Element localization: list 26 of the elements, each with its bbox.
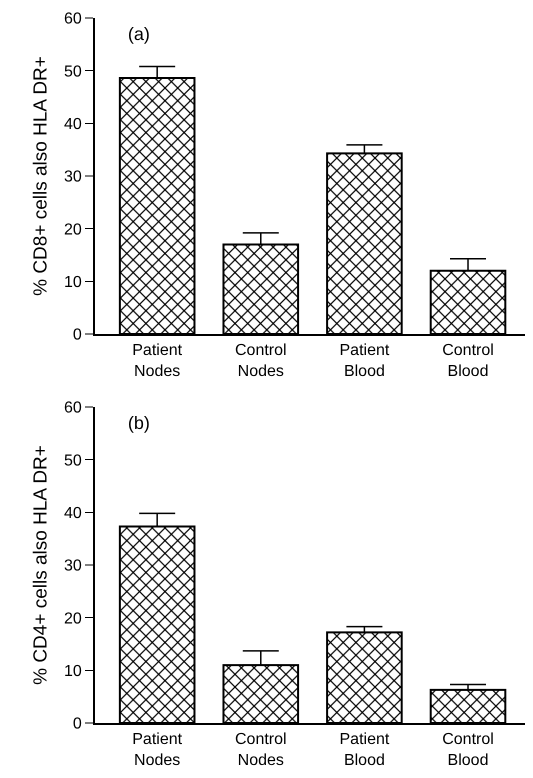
- y-tick-label: 40: [64, 116, 82, 133]
- chart-title: (b): [128, 412, 150, 433]
- x-tick-label: Patient Nodes: [132, 731, 183, 769]
- x-tick-label: Control Blood: [442, 731, 494, 769]
- y-tick-label: 20: [64, 221, 82, 238]
- y-tick-label: 50: [64, 63, 82, 80]
- y-tick-label: 0: [72, 326, 82, 344]
- y-tick-label: 20: [64, 610, 82, 628]
- y-tick-label: 40: [64, 504, 82, 522]
- y-tick-label: 50: [64, 452, 82, 470]
- x-tick-label: Patient Blood: [339, 342, 390, 380]
- y-tick-label: 30: [64, 168, 82, 186]
- y-tick-label: 10: [64, 274, 82, 291]
- y-tick-label: 60: [64, 400, 82, 417]
- chart-title: (a): [128, 24, 150, 44]
- y-tick-label: 60: [64, 10, 82, 28]
- x-tick-label: Control Nodes: [234, 731, 287, 769]
- y-axis-title: % CD8+ cells also HLA DR+: [30, 56, 52, 296]
- y-tick-label: 0: [72, 716, 82, 733]
- x-tick-label: Control Blood: [442, 342, 494, 380]
- y-tick-label: 10: [64, 662, 82, 680]
- y-tick-label: 30: [64, 558, 82, 575]
- x-tick-label: Patient Blood: [339, 731, 390, 769]
- y-axis-title: % CD4+ cells also HLA DR+: [30, 445, 52, 685]
- x-tick-label: Patient Nodes: [132, 342, 183, 380]
- x-tick-label: Control Nodes: [234, 342, 287, 380]
